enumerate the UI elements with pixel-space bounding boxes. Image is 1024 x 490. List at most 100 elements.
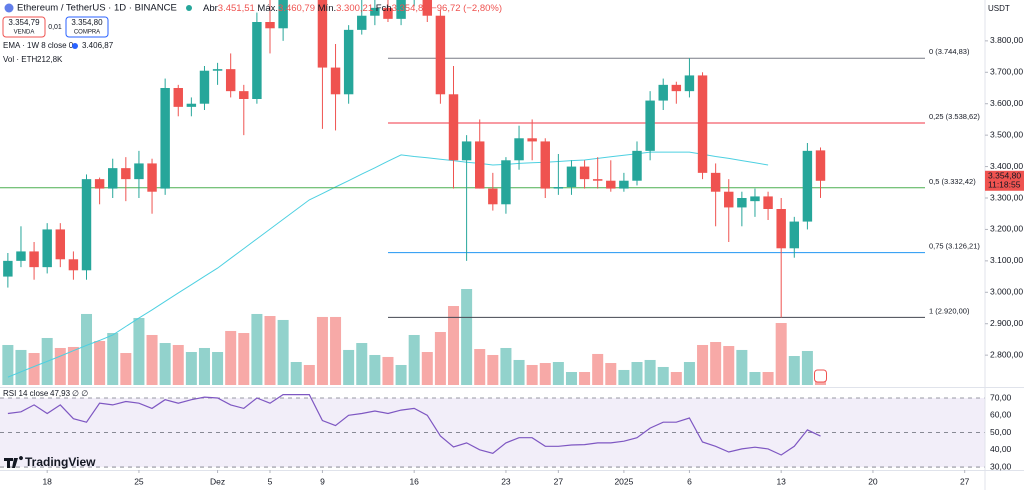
candle-body xyxy=(540,141,550,189)
rsi-band xyxy=(0,398,985,468)
candle-body xyxy=(750,196,760,202)
volume-bar xyxy=(382,356,394,385)
candle-body xyxy=(789,221,800,249)
volume-bar xyxy=(631,362,643,385)
x-tick-label: 9 xyxy=(320,476,325,486)
candle-body xyxy=(815,150,826,181)
volume-bar xyxy=(421,352,433,385)
volume-bar xyxy=(762,372,774,385)
candle-body xyxy=(684,75,695,92)
candle-body xyxy=(737,198,747,208)
ohlc-value: 3.354,80 xyxy=(392,3,429,14)
sell-button[interactable] xyxy=(2,16,46,38)
vol-value: 212,8K xyxy=(37,55,63,64)
candle-body xyxy=(396,0,406,19)
buy-button[interactable] xyxy=(65,16,109,38)
ohlc: Abr3.451,51 Máx.3.460,79 Mín.3.300,21 Fc… xyxy=(203,3,502,14)
ohlc-label: Mín. xyxy=(318,3,336,14)
candle-body xyxy=(448,94,459,161)
candle-body xyxy=(527,138,537,142)
volume-bar xyxy=(2,344,14,385)
candle-body xyxy=(94,179,105,189)
candle-body xyxy=(645,100,655,151)
candle-body xyxy=(108,168,118,189)
volume-bar xyxy=(710,342,722,385)
volume-bar xyxy=(54,347,66,385)
brand-logo xyxy=(4,456,23,468)
volume-bar xyxy=(408,334,420,385)
candle-body xyxy=(606,180,616,189)
candle-body xyxy=(697,75,708,173)
candle-body xyxy=(160,88,170,189)
fib-label: 0,25 (3.538,62) xyxy=(929,112,980,121)
volume-bar xyxy=(107,333,119,385)
ema-value: 3.406,87 xyxy=(82,41,114,50)
volume-bar xyxy=(539,363,551,385)
rsi-tick-label: 40,00 xyxy=(990,444,1012,454)
x-tick-label: 18 xyxy=(42,476,52,486)
x-tick-label: 20 xyxy=(868,476,878,486)
volume-bar xyxy=(81,313,93,385)
volume-bar xyxy=(565,372,577,385)
volume-bar xyxy=(28,353,40,385)
candle-body xyxy=(514,138,524,161)
volume-bar xyxy=(120,353,132,385)
candle-body xyxy=(671,84,682,92)
y-tick-label: 2.800,00 xyxy=(990,349,1023,359)
x-tick-label: 27 xyxy=(960,476,970,486)
last-price-tag xyxy=(985,170,1024,191)
fib-label: 0,5 (3.332,42) xyxy=(929,177,976,186)
candle-body xyxy=(343,29,354,95)
volume-bar xyxy=(526,364,538,385)
candle-body xyxy=(658,84,668,101)
volume-bar xyxy=(343,349,355,385)
y-tick-label: 3.100,00 xyxy=(990,255,1023,265)
volume-bar xyxy=(697,344,709,385)
price-axis-bg xyxy=(985,0,1024,490)
legend: Ethereum / TetherUS · 1D · BINANCE Abr3.… xyxy=(2,3,1010,469)
candle-body xyxy=(265,22,275,29)
volume-bar xyxy=(801,350,813,385)
candle-body xyxy=(239,91,249,99)
buy-price: 3.354,80 xyxy=(71,18,103,27)
y-tick-label: 3.400,00 xyxy=(990,161,1023,171)
volume-bar xyxy=(330,316,342,385)
y-tick-label: 3.300,00 xyxy=(990,192,1023,202)
candle-body xyxy=(383,7,393,19)
volume-bar xyxy=(434,331,446,385)
x-tick-label: 6 xyxy=(687,476,692,486)
y-tick-label: 2.900,00 xyxy=(990,318,1023,328)
candle-body xyxy=(501,160,511,205)
last-price-label: 3.354,80 xyxy=(988,171,1021,181)
rsi-tick-label: 30,00 xyxy=(990,461,1012,471)
x-tick-label: 5 xyxy=(268,476,273,486)
candle-body xyxy=(475,141,485,189)
candle-body xyxy=(763,196,773,209)
candle-body xyxy=(422,0,433,16)
volume-bar xyxy=(303,364,315,385)
y-tick-label: 3.800,00 xyxy=(990,35,1023,45)
candle-body xyxy=(566,166,577,187)
volume-bar xyxy=(683,362,695,385)
ohlc-value: 3.460,79 xyxy=(278,3,315,14)
brand: TradingView xyxy=(25,455,96,469)
candle-body xyxy=(186,103,197,107)
volume-bar xyxy=(657,366,669,385)
candle-body xyxy=(330,67,341,95)
volume-bar xyxy=(316,316,328,385)
volume-bar xyxy=(238,333,250,385)
rsi-tick-label: 70,00 xyxy=(990,392,1012,402)
candle-body xyxy=(724,191,734,208)
candle-body xyxy=(802,150,813,222)
volume-bar xyxy=(723,346,735,385)
volume-bar xyxy=(356,343,368,385)
x-tick-label: 13 xyxy=(776,476,786,486)
rsi-tick-label: 50,00 xyxy=(990,427,1012,437)
currency[interactable]: USDT xyxy=(988,4,1010,13)
candle-body xyxy=(134,163,144,180)
volume-bar xyxy=(146,334,158,385)
volume-bar xyxy=(736,349,748,385)
fib-label: 0 (3.744,83) xyxy=(929,47,970,56)
volume-bar xyxy=(251,313,263,385)
candle-body xyxy=(3,260,13,277)
